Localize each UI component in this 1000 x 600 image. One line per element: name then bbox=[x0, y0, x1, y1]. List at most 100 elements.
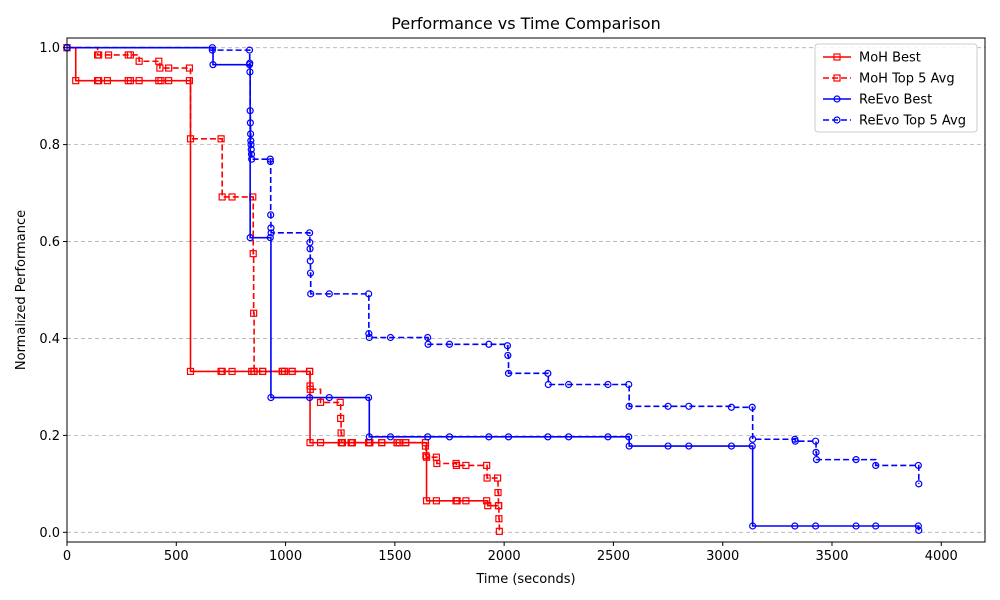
data-point bbox=[791, 437, 799, 445]
data-point bbox=[156, 64, 164, 72]
data-point bbox=[95, 51, 103, 59]
data-point bbox=[604, 433, 612, 441]
data-point bbox=[337, 439, 346, 447]
data-point bbox=[749, 522, 757, 530]
data-point bbox=[664, 442, 672, 450]
data-point bbox=[365, 433, 373, 441]
data-point bbox=[135, 57, 143, 65]
data-point bbox=[306, 229, 314, 237]
data-point bbox=[812, 456, 821, 464]
data-point bbox=[493, 474, 502, 482]
y-tick-label: 0.8 bbox=[39, 138, 60, 153]
data-point bbox=[625, 433, 633, 441]
data-point bbox=[186, 367, 195, 376]
y-tick-label: 0.6 bbox=[39, 235, 60, 250]
data-point bbox=[748, 442, 756, 450]
data-point bbox=[306, 367, 314, 376]
plot-frame bbox=[66, 37, 986, 543]
data-point bbox=[228, 193, 236, 201]
data-point bbox=[432, 497, 440, 505]
data-point bbox=[483, 497, 491, 505]
data-point bbox=[218, 193, 226, 201]
data-point bbox=[422, 452, 430, 460]
data-point bbox=[165, 77, 173, 85]
data-point bbox=[135, 77, 143, 85]
x-tick-label: 0 bbox=[63, 549, 71, 564]
legend-item: MoH Top 5 Avg bbox=[823, 72, 955, 87]
data-point bbox=[316, 439, 325, 447]
legend-box bbox=[814, 43, 978, 133]
series-line bbox=[67, 46, 920, 531]
data-point bbox=[565, 380, 573, 389]
x-tick-label: 1500 bbox=[378, 549, 411, 564]
data-point bbox=[247, 150, 256, 158]
legend-label: ReEvo Best bbox=[859, 93, 932, 108]
data-point bbox=[325, 290, 333, 298]
data-point bbox=[452, 461, 461, 470]
data-point bbox=[325, 393, 333, 402]
data-point bbox=[544, 380, 552, 389]
series-moh-top-5-avg bbox=[63, 44, 503, 535]
data-point bbox=[337, 414, 345, 423]
legend-marker bbox=[833, 116, 841, 124]
data-point bbox=[250, 309, 258, 317]
x-tick-label: 4000 bbox=[925, 549, 958, 564]
data-point bbox=[386, 433, 395, 441]
data-point bbox=[365, 333, 373, 342]
legend-marker bbox=[833, 74, 841, 82]
data-point bbox=[165, 64, 173, 72]
legend-label: MoH Best bbox=[859, 51, 921, 66]
data-point bbox=[424, 333, 432, 342]
series-reevo-top-5-avg bbox=[63, 44, 923, 488]
data-point bbox=[872, 522, 880, 530]
data-point bbox=[266, 155, 274, 163]
legend-marker bbox=[833, 95, 841, 103]
data-point bbox=[288, 367, 296, 376]
y-tick-label: 0.2 bbox=[39, 429, 60, 444]
data-point bbox=[445, 433, 454, 441]
data-point bbox=[503, 342, 512, 350]
data-point bbox=[186, 135, 195, 143]
data-point bbox=[915, 526, 923, 534]
data-point bbox=[625, 442, 633, 450]
x-axis-label: Time (seconds) bbox=[475, 572, 575, 587]
data-point bbox=[625, 380, 633, 389]
x-tick-label: 2500 bbox=[597, 549, 630, 564]
data-point bbox=[727, 442, 736, 450]
data-point bbox=[250, 367, 258, 376]
data-point bbox=[386, 333, 395, 342]
data-point bbox=[126, 77, 134, 85]
legend-label: ReEvo Top 5 Avg bbox=[859, 114, 966, 129]
data-point bbox=[483, 474, 491, 482]
data-point bbox=[267, 224, 275, 232]
data-point bbox=[247, 137, 255, 145]
data-point bbox=[267, 393, 275, 402]
data-point bbox=[402, 439, 410, 447]
data-point bbox=[209, 61, 217, 69]
data-point bbox=[249, 250, 257, 258]
data-point bbox=[424, 433, 432, 441]
data-point bbox=[664, 402, 672, 410]
data-point bbox=[185, 64, 193, 72]
data-point bbox=[421, 442, 430, 450]
data-point bbox=[485, 433, 493, 441]
y-axis-label: Normalized Performance bbox=[14, 210, 29, 370]
data-point bbox=[126, 51, 134, 59]
data-point bbox=[365, 290, 373, 298]
data-point bbox=[245, 46, 254, 54]
data-point bbox=[422, 453, 431, 461]
legend-item: MoH Best bbox=[823, 51, 921, 66]
data-point bbox=[306, 385, 314, 393]
x-tick-label: 3500 bbox=[815, 549, 848, 564]
data-point bbox=[247, 141, 255, 149]
data-point bbox=[228, 367, 236, 376]
data-point bbox=[483, 461, 491, 470]
data-point bbox=[365, 330, 373, 338]
data-point bbox=[217, 135, 225, 143]
data-point bbox=[812, 522, 820, 530]
series-line bbox=[67, 46, 920, 484]
data-point bbox=[246, 107, 254, 115]
data-point bbox=[504, 433, 513, 441]
data-point bbox=[157, 77, 165, 85]
y-tick-label: 1.0 bbox=[39, 41, 60, 56]
